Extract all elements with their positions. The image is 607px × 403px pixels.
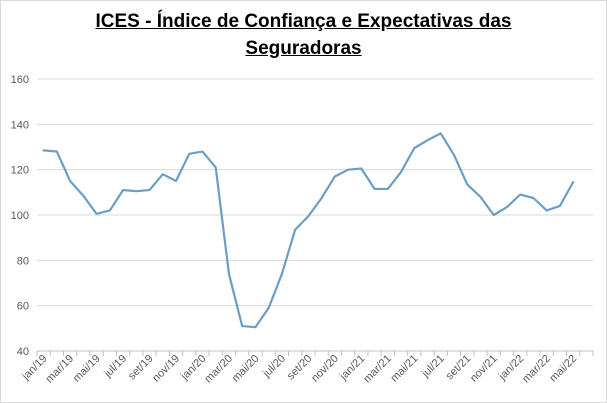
y-tick-label-60: 60 xyxy=(17,301,29,313)
x-tick-label-nov-19: nov/19 xyxy=(150,353,182,385)
x-tick-label-mar-19: mar/19 xyxy=(44,353,77,386)
y-tick-label-120: 120 xyxy=(11,165,29,177)
x-tick-label-jul-19: jul/19 xyxy=(101,353,129,381)
y-tick-label-140: 140 xyxy=(11,119,29,131)
series-group xyxy=(42,132,575,329)
x-tick-label-nov-20: nov/20 xyxy=(309,353,341,385)
x-tick-label-mar-20: mar/20 xyxy=(202,353,235,386)
y-tick-label-40: 40 xyxy=(17,346,29,358)
x-tick-label-mai-21: mai/21 xyxy=(389,353,421,385)
x-tick-label-mar-21: mar/21 xyxy=(361,353,394,386)
y-tick-label-160: 160 xyxy=(11,74,29,86)
y-tick-label-100: 100 xyxy=(11,210,29,222)
y-tick-label-80: 80 xyxy=(17,255,29,267)
x-tick-label-mai-20: mai/20 xyxy=(230,353,262,385)
gridlines xyxy=(37,78,593,352)
x-tick-label-jul-21: jul/21 xyxy=(419,353,447,381)
x-tick-label-jul-20: jul/20 xyxy=(260,353,288,381)
series-line-0 xyxy=(42,132,575,329)
x-tick-label-mai-22: mai/22 xyxy=(547,353,579,385)
x-tick-label-nov-21: nov/21 xyxy=(468,353,500,385)
x-axis xyxy=(36,350,594,356)
chart-title-line-2: Seguradoras xyxy=(245,38,362,59)
y-axis-tick-labels: 40 60 80 100 120 140 160 xyxy=(11,74,29,358)
chart-title-line-1: ICES - Índice de Confiança e Expectativa… xyxy=(95,11,512,32)
x-tick-label-mar-22: mar/22 xyxy=(520,353,553,386)
x-tick-label-mai-19: mai/19 xyxy=(71,353,103,385)
